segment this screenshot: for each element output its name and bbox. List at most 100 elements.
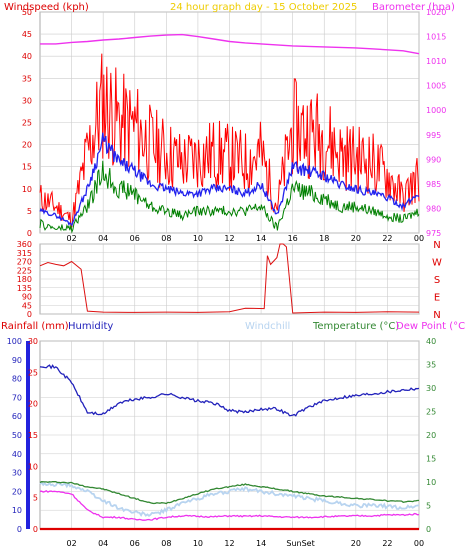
wind-series-group [39,33,420,234]
climate-windchill-line [39,481,420,517]
wind-gust-line [39,53,420,230]
temperature-tick-label: 30 [426,384,436,393]
direction-tick-label: 315 [17,249,32,258]
x-tick-label: 20 [351,234,361,243]
barometer-tick-label: 1005 [426,82,446,91]
windspeed-tick-label: 10 [22,185,32,194]
x-tick-label: 06 [130,234,140,243]
legend-rainfall: Rainfall (mm) [1,321,69,332]
x-tick-label: 14 [256,234,266,243]
rainfall-tick-label: 30 [28,337,38,346]
rainfall-tick-label: 20 [28,400,38,409]
temperature-tick-label: 40 [426,337,436,346]
barometer-tick-label: 1015 [426,33,446,42]
direction-tick-label: 90 [22,293,32,302]
humidity-scale-bar [26,341,30,529]
humidity-tick-label: 80 [12,375,22,384]
direction-tick-label: 45 [22,301,32,310]
windspeed-tick-label: 15 [22,163,32,172]
bottom-x-tick-label: 02 [66,539,76,548]
direction-letter: W [432,258,442,269]
windspeed-tick-label: 25 [22,119,32,128]
bottom-x-tick-label: 20 [351,539,361,548]
humidity-tick-label: 40 [12,450,22,459]
humidity-tick-label: 0 [17,525,22,534]
direction-tick-label: 225 [17,266,32,275]
windspeed-axis-title: Windspeed (kph) [4,2,89,13]
bottom-x-tick-label: 10 [193,539,203,548]
temperature-tick-label: 20 [426,431,436,440]
x-tick-label: 04 [98,234,108,243]
bottom-x-tick-label: 08 [161,539,171,548]
direction-tick-label: 135 [17,284,32,293]
humidity-tick-label: 20 [12,487,22,496]
barometer-line [40,33,420,55]
direction-letter: N [433,310,440,321]
x-tick-label: 08 [161,234,171,243]
bottom-x-tick-label: 14 [256,539,266,548]
direction-letter: S [434,275,440,286]
x-tick-label: 12 [224,234,234,243]
humidity-tick-label: 30 [12,469,22,478]
temperature-tick-label: 35 [426,361,436,370]
climate-gridlines [26,340,420,530]
bottom-x-tick-label: 06 [130,539,140,548]
rainfall-tick-label: 5 [33,494,38,503]
climate-humidity-line [39,364,420,417]
direction-letter: N [433,240,440,251]
wind-average-line [39,132,420,227]
bottom-x-tick-label: 22 [382,539,392,548]
x-tick-label: 00 [414,234,424,243]
x-tick-label: 02 [66,234,76,243]
barometer-tick-label: 975 [426,229,441,238]
windspeed-tick-label: 35 [22,74,32,83]
bottom-x-tick-label: 12 [224,539,234,548]
barometer-tick-label: 1020 [426,8,446,17]
windspeed-tick-label: 45 [22,30,32,39]
legend-humidity: Humidity [68,321,113,332]
temperature-tick-label: 0 [426,525,431,534]
climate-dew-point-c--line [39,490,420,521]
temperature-tick-label: 25 [426,408,436,417]
barometer-tick-label: 985 [426,180,441,189]
barometer-tick-label: 990 [426,155,441,164]
wind-direction-line [39,243,420,314]
rainfall-tick-label: 15 [28,431,38,440]
x-tick-label: 10 [193,234,203,243]
direction-tick-label: 0 [27,310,32,319]
bottom-x-tick-label: SunSet [286,539,314,548]
windspeed-tick-label: 50 [22,8,32,17]
windspeed-tick-label: 20 [22,141,32,150]
windspeed-tick-label: 30 [22,96,32,105]
temperature-tick-label: 5 [426,502,431,511]
climate-series-group [39,364,420,531]
climate-temperature-c--line [39,480,420,505]
graph-title: 24 hour graph day - 15 October 2025 [170,2,357,13]
rainfall-tick-label: 25 [28,368,38,377]
direction-letter: E [434,293,440,304]
direction-series-group [39,243,420,314]
barometer-axis-title: Barometer (hpa) [372,2,455,13]
x-tick-label: 22 [382,234,392,243]
humidity-tick-label: 60 [12,412,22,421]
x-tick-label: 18 [319,234,329,243]
direction-gridlines [40,243,420,315]
rainfall-tick-label: 0 [33,525,38,534]
humidity-tick-label: 100 [7,337,22,346]
legend-windchill: Windchill [245,321,290,332]
direction-tick-label: 270 [17,258,32,267]
direction-tick-label: 180 [17,275,32,284]
humidity-tick-label: 10 [12,506,22,515]
direction-tick-label: 360 [17,240,32,249]
humidity-tick-label: 70 [12,393,22,402]
rainfall-tick-label: 10 [28,462,38,471]
x-tick-label: 16 [288,234,298,243]
barometer-tick-label: 1010 [426,57,446,66]
wind-low-line [39,160,420,234]
bottom-x-tick-label: 00 [414,539,424,548]
windspeed-tick-label: 40 [22,52,32,61]
windspeed-tick-label: 0 [27,229,32,238]
